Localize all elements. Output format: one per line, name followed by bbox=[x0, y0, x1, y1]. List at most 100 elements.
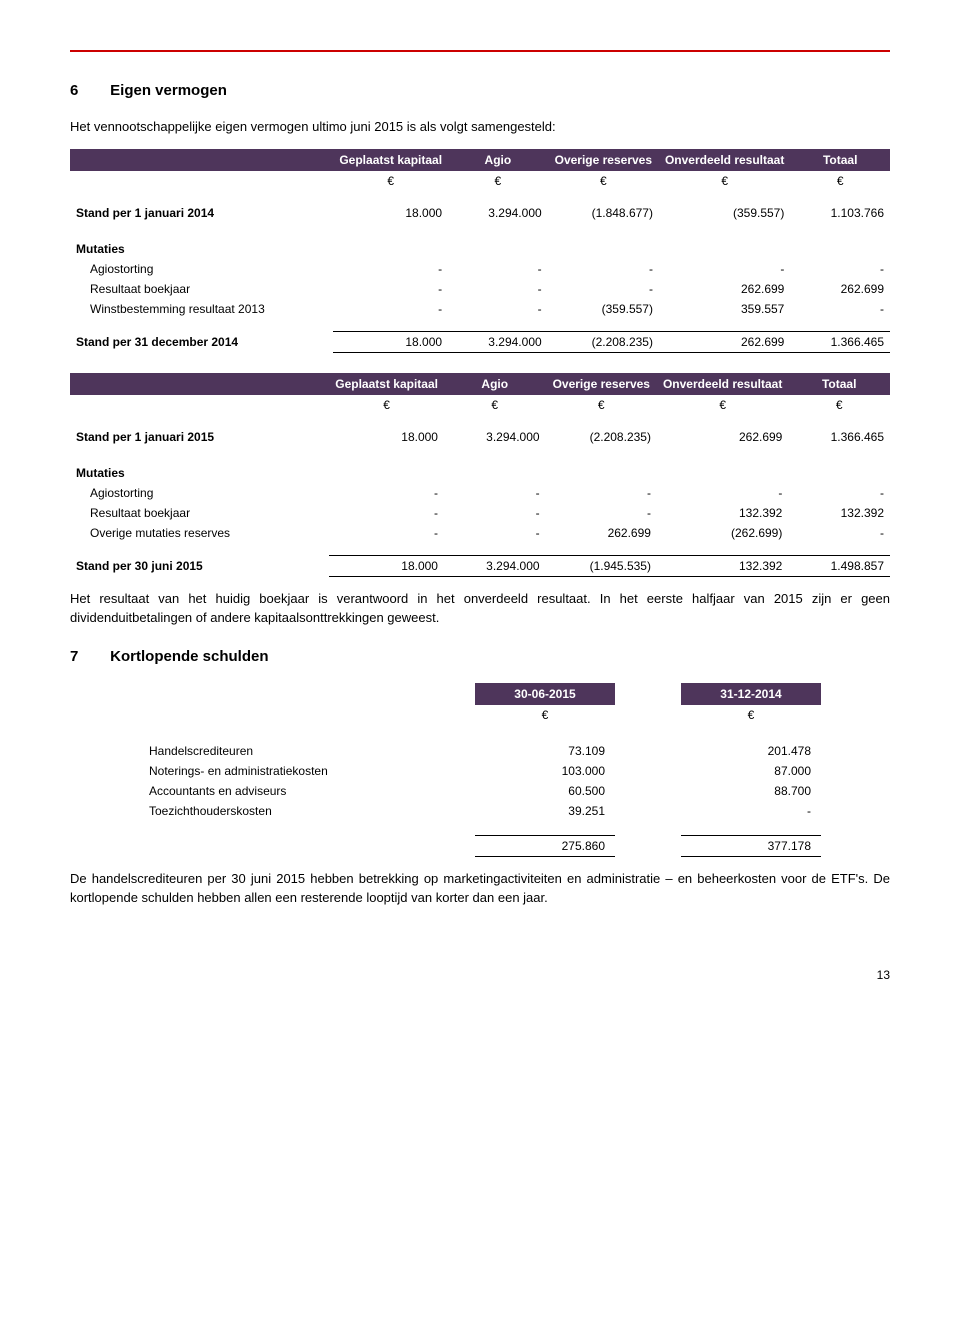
row-label: Mutaties bbox=[70, 463, 329, 483]
row-label: Stand per 1 januari 2014 bbox=[70, 203, 333, 223]
col-header: Overige reserves bbox=[546, 373, 657, 395]
cell: 18.000 bbox=[333, 331, 448, 352]
cell: (359.557) bbox=[548, 299, 659, 319]
currency-symbol: € bbox=[788, 395, 890, 415]
section-title: Eigen vermogen bbox=[110, 82, 227, 99]
col-header: Totaal bbox=[788, 373, 890, 395]
table-row: Accountants en adviseurs 60.500 88.700 bbox=[139, 781, 821, 801]
cell: - bbox=[444, 503, 546, 523]
cell: 18.000 bbox=[333, 203, 448, 223]
table-header-row: Geplaatst kapitaal Agio Overige reserves… bbox=[70, 149, 890, 171]
cell: - bbox=[788, 523, 890, 543]
section-6-intro: Het vennootschappelijke eigen vermogen u… bbox=[70, 117, 890, 137]
cell: - bbox=[333, 259, 448, 279]
section-6-para: Het resultaat van het huidig boekjaar is… bbox=[70, 589, 890, 628]
cell: 132.392 bbox=[788, 503, 890, 523]
currency-symbol: € bbox=[548, 171, 659, 191]
currency-symbol: € bbox=[657, 395, 788, 415]
cell: 87.000 bbox=[681, 761, 821, 781]
cell: 1.366.465 bbox=[788, 427, 890, 447]
cell: - bbox=[548, 259, 659, 279]
row-label: Resultaat boekjaar bbox=[70, 279, 333, 299]
table-row: Agiostorting - - - - - bbox=[70, 259, 890, 279]
cell: 3.294.000 bbox=[448, 331, 548, 352]
cell: 262.699 bbox=[790, 279, 890, 299]
currency-symbol: € bbox=[790, 171, 890, 191]
table-row: Toezichthouderskosten 39.251 - bbox=[139, 801, 821, 821]
cell: - bbox=[448, 299, 548, 319]
cell: - bbox=[548, 279, 659, 299]
row-label: Agiostorting bbox=[70, 259, 333, 279]
cell: 88.700 bbox=[681, 781, 821, 801]
row-label: Stand per 1 januari 2015 bbox=[70, 427, 329, 447]
cell: - bbox=[546, 483, 657, 503]
currency-row: € € € € € bbox=[70, 395, 890, 415]
section-7-heading: 7 Kortlopende schulden bbox=[70, 648, 890, 665]
cell: (262.699) bbox=[657, 523, 788, 543]
cell: - bbox=[659, 259, 790, 279]
cell: 3.294.000 bbox=[448, 203, 548, 223]
closing-row: Stand per 30 juni 2015 18.000 3.294.000 … bbox=[70, 555, 890, 576]
cell: - bbox=[790, 259, 890, 279]
cell: 1.103.766 bbox=[790, 203, 890, 223]
row-label: Resultaat boekjaar bbox=[70, 503, 329, 523]
row-label: Handelscrediteuren bbox=[139, 741, 475, 761]
mutations-header: Mutaties bbox=[70, 239, 890, 259]
section-title: Kortlopende schulden bbox=[110, 648, 268, 665]
opening-row: Stand per 1 januari 2015 18.000 3.294.00… bbox=[70, 427, 890, 447]
cell: - bbox=[788, 483, 890, 503]
cell: 359.557 bbox=[659, 299, 790, 319]
currency-symbol: € bbox=[546, 395, 657, 415]
cell: 60.500 bbox=[475, 781, 615, 801]
cell: - bbox=[333, 299, 448, 319]
section-7-para: De handelscrediteuren per 30 juni 2015 h… bbox=[70, 869, 890, 908]
page-number: 13 bbox=[70, 968, 890, 982]
col-header: Geplaatst kapitaal bbox=[333, 149, 448, 171]
cell: 262.699 bbox=[546, 523, 657, 543]
currency-symbol: € bbox=[444, 395, 546, 415]
cell: 377.178 bbox=[681, 835, 821, 856]
col-header: Onverdeeld resultaat bbox=[659, 149, 790, 171]
col-header: Agio bbox=[444, 373, 546, 395]
cell: - bbox=[329, 483, 444, 503]
table-row: Resultaat boekjaar - - - 132.392 132.392 bbox=[70, 503, 890, 523]
section-num: 6 bbox=[70, 82, 106, 99]
opening-row: Stand per 1 januari 2014 18.000 3.294.00… bbox=[70, 203, 890, 223]
cell: 132.392 bbox=[657, 503, 788, 523]
cell: (1.945.535) bbox=[546, 555, 657, 576]
row-label: Stand per 31 december 2014 bbox=[70, 331, 333, 352]
equity-table-2014: Geplaatst kapitaal Agio Overige reserves… bbox=[70, 149, 890, 353]
row-label: Mutaties bbox=[70, 239, 333, 259]
cell: - bbox=[448, 279, 548, 299]
cell: 18.000 bbox=[329, 555, 444, 576]
cell: - bbox=[448, 259, 548, 279]
cell: 3.294.000 bbox=[444, 555, 546, 576]
cell: 132.392 bbox=[657, 555, 788, 576]
currency-symbol: € bbox=[329, 395, 444, 415]
currency-row: € € bbox=[139, 705, 821, 725]
closing-row: Stand per 31 december 2014 18.000 3.294.… bbox=[70, 331, 890, 352]
row-label: Stand per 30 juni 2015 bbox=[70, 555, 329, 576]
cell: (2.208.235) bbox=[546, 427, 657, 447]
cell: 103.000 bbox=[475, 761, 615, 781]
liabilities-table: 30-06-2015 31-12-2014 € € Handelscredite… bbox=[139, 683, 821, 857]
cell: 275.860 bbox=[475, 835, 615, 856]
cell: - bbox=[329, 503, 444, 523]
cell: 262.699 bbox=[659, 331, 790, 352]
table-row: Resultaat boekjaar - - - 262.699 262.699 bbox=[70, 279, 890, 299]
mutations-header: Mutaties bbox=[70, 463, 890, 483]
col-header: Agio bbox=[448, 149, 548, 171]
cell: (359.557) bbox=[659, 203, 790, 223]
cell: 201.478 bbox=[681, 741, 821, 761]
cell: (1.848.677) bbox=[548, 203, 659, 223]
cell: 73.109 bbox=[475, 741, 615, 761]
cell: - bbox=[333, 279, 448, 299]
table-row: Agiostorting - - - - - bbox=[70, 483, 890, 503]
col-header: Overige reserves bbox=[548, 149, 659, 171]
cell: - bbox=[546, 503, 657, 523]
page-top-rule bbox=[70, 50, 890, 52]
table-row: Noterings- en administratiekosten 103.00… bbox=[139, 761, 821, 781]
col-header: Onverdeeld resultaat bbox=[657, 373, 788, 395]
cell: - bbox=[657, 483, 788, 503]
currency-row: € € € € € bbox=[70, 171, 890, 191]
